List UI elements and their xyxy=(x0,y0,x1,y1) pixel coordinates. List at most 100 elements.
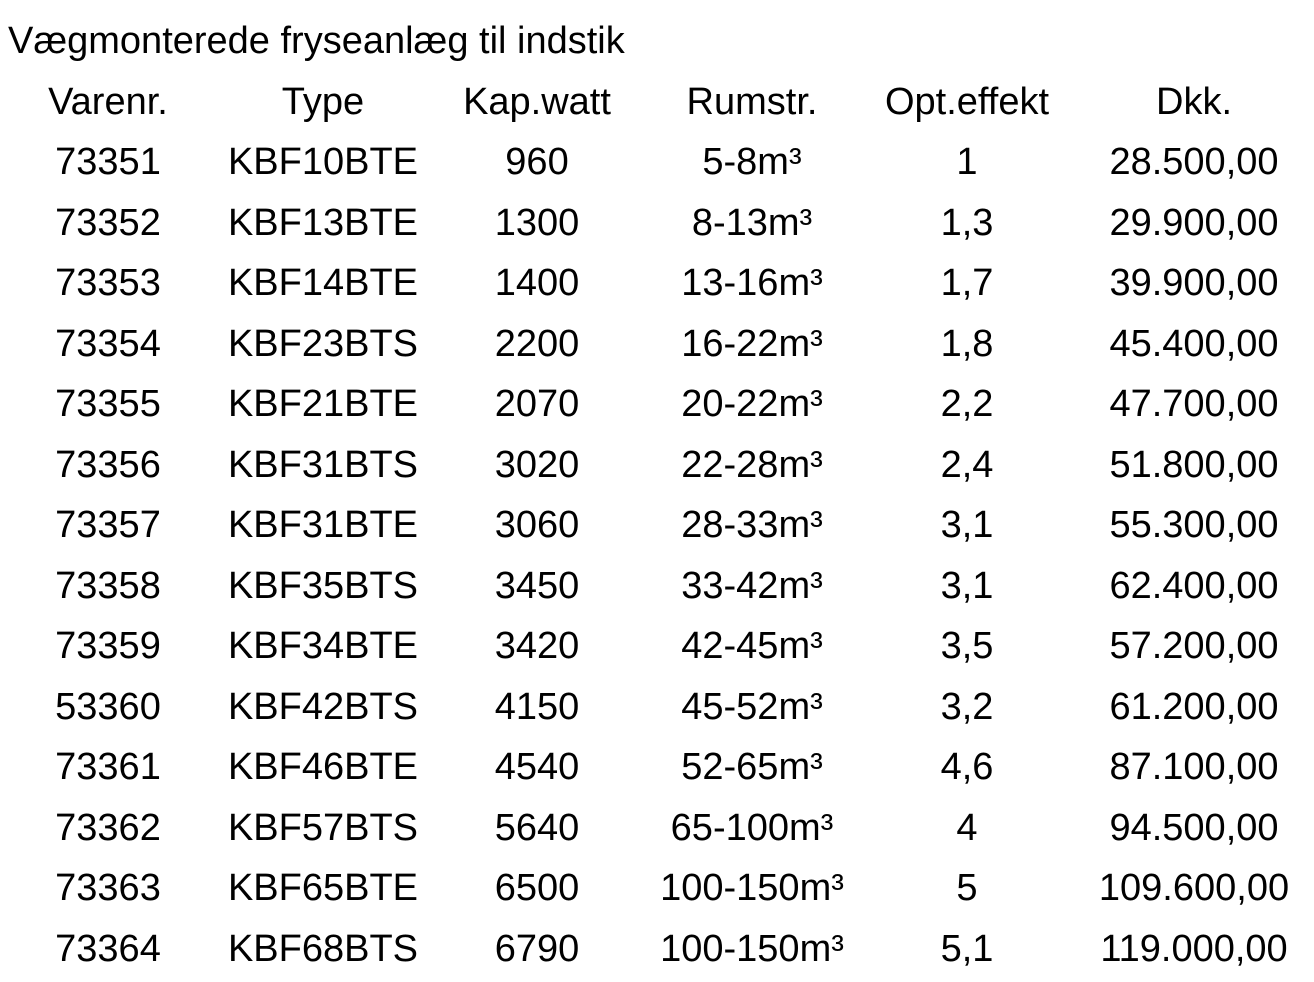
cell-opteffekt: 4,6 xyxy=(940,746,994,789)
cell-opteffekt: 3,2 xyxy=(940,685,994,728)
table-row: 73355 KBF21BTE 2070 20-22m³ 2,2 47.700,00 xyxy=(0,375,1314,436)
cell-kapwatt: 3420 xyxy=(494,625,580,668)
cell-dkk: 29.900,00 xyxy=(1109,201,1279,244)
cell-dkk: 28.500,00 xyxy=(1109,141,1279,184)
cell-rumstr: 13-16m³ xyxy=(681,262,823,305)
cell-dkk: 61.200,00 xyxy=(1109,685,1279,728)
cell-kapwatt: 3060 xyxy=(494,504,580,547)
cell-type: KBF31BTS xyxy=(227,443,419,486)
cell-dkk: 45.400,00 xyxy=(1109,322,1279,365)
cell-opteffekt: 5 xyxy=(956,867,978,910)
cell-dkk: 87.100,00 xyxy=(1109,746,1279,789)
cell-kapwatt: 6790 xyxy=(494,927,580,970)
column-header-dkk: Dkk. xyxy=(1156,80,1232,123)
cell-varenr: 73352 xyxy=(55,201,161,244)
table-body: 73351 KBF10BTE 960 5-8m³ 1 28.500,00 73352 KBF1… xyxy=(0,133,1314,980)
cell-kapwatt: 5640 xyxy=(494,806,580,849)
cell-varenr: 73355 xyxy=(55,383,161,426)
table-row: 73358 KBF35BTS 3450 33-42m³ 3,1 62.400,00 xyxy=(0,556,1314,617)
cell-rumstr: 65-100m³ xyxy=(670,806,834,849)
table-row: 73359 KBF34BTE 3420 42-45m³ 3,5 57.200,00 xyxy=(0,617,1314,678)
cell-kapwatt: 960 xyxy=(505,141,569,184)
cell-rumstr: 16-22m³ xyxy=(681,322,823,365)
cell-rumstr: 100-150m³ xyxy=(660,927,844,970)
cell-opteffekt: 4 xyxy=(956,806,978,849)
cell-opteffekt: 2,2 xyxy=(940,383,994,426)
table-row: 73353 KBF14BTE 1400 13-16m³ 1,7 39.900,00 xyxy=(0,254,1314,315)
cell-opteffekt: 2,4 xyxy=(940,443,994,486)
cell-rumstr: 8-13m³ xyxy=(691,201,813,244)
cell-type: KBF65BTE xyxy=(227,867,419,910)
table-row: 53360 KBF42BTS 4150 45-52m³ 3,2 61.200,00 xyxy=(0,677,1314,738)
cell-type: KBF68BTS xyxy=(227,927,419,970)
cell-opteffekt: 3,1 xyxy=(940,564,994,607)
cell-rumstr: 28-33m³ xyxy=(681,504,823,547)
cell-varenr: 73353 xyxy=(55,262,161,305)
cell-kapwatt: 3020 xyxy=(494,443,580,486)
cell-rumstr: 22-28m³ xyxy=(681,443,823,486)
cell-type: KBF35BTS xyxy=(227,564,419,607)
cell-opteffekt: 1,8 xyxy=(940,322,994,365)
table-row: 73354 KBF23BTS 2200 16-22m³ 1,8 45.400,00 xyxy=(0,314,1314,375)
cell-opteffekt: 5,1 xyxy=(940,927,994,970)
table-row: 73361 KBF46BTE 4540 52-65m³ 4,6 87.100,00 xyxy=(0,738,1314,799)
price-table: Varenr. Type Kap.watt Rumstr. Opt.effekt… xyxy=(0,72,1314,980)
cell-dkk: 39.900,00 xyxy=(1109,262,1279,305)
cell-varenr: 73354 xyxy=(55,322,161,365)
cell-type: KBF21BTE xyxy=(227,383,419,426)
cell-varenr: 73361 xyxy=(55,746,161,789)
cell-type: KBF23BTS xyxy=(227,322,419,365)
table-row: 73356 KBF31BTS 3020 22-28m³ 2,4 51.800,00 xyxy=(0,435,1314,496)
cell-dkk: 109.600,00 xyxy=(1098,867,1290,910)
cropped-parenthesis-fragment xyxy=(950,0,1240,2)
column-header-opteffekt: Opt.effekt xyxy=(884,80,1050,123)
cell-dkk: 47.700,00 xyxy=(1109,383,1279,426)
cell-varenr: 73358 xyxy=(55,564,161,607)
cell-dkk: 62.400,00 xyxy=(1109,564,1279,607)
cell-varenr: 73362 xyxy=(55,806,161,849)
cell-varenr: 53360 xyxy=(55,685,161,728)
column-header-rumstr: Rumstr. xyxy=(686,80,818,123)
cell-rumstr: 45-52m³ xyxy=(681,685,823,728)
cell-dkk: 119.000,00 xyxy=(1100,927,1288,970)
cell-type: KBF34BTE xyxy=(227,625,419,668)
cell-kapwatt: 4150 xyxy=(494,685,580,728)
cell-dkk: 51.800,00 xyxy=(1109,443,1279,486)
cell-rumstr: 5-8m³ xyxy=(702,141,802,184)
cell-rumstr: 20-22m³ xyxy=(681,383,823,426)
cell-opteffekt: 1,3 xyxy=(940,201,994,244)
cell-varenr: 73356 xyxy=(55,443,161,486)
cell-opteffekt: 3,5 xyxy=(940,625,994,668)
cell-varenr: 73351 xyxy=(55,141,161,184)
cell-type: KBF14BTE xyxy=(227,262,419,305)
table-row: 73357 KBF31BTE 3060 28-33m³ 3,1 55.300,00 xyxy=(0,496,1314,557)
cell-kapwatt: 6500 xyxy=(494,867,580,910)
cell-type: KBF42BTS xyxy=(227,685,419,728)
cell-rumstr: 52-65m³ xyxy=(681,746,823,789)
table-row: 73351 KBF10BTE 960 5-8m³ 1 28.500,00 xyxy=(0,133,1314,194)
table-header-row: Varenr. Type Kap.watt Rumstr. Opt.effekt… xyxy=(0,72,1314,133)
cell-dkk: 57.200,00 xyxy=(1109,625,1279,668)
cell-varenr: 73357 xyxy=(55,504,161,547)
cell-type: KBF10BTE xyxy=(227,141,419,184)
cell-dkk: 55.300,00 xyxy=(1109,504,1279,547)
cell-opteffekt: 1 xyxy=(956,141,978,184)
cell-rumstr: 33-42m³ xyxy=(681,564,823,607)
column-header-varenr: Varenr. xyxy=(48,80,168,123)
cell-type: KBF13BTE xyxy=(227,201,419,244)
cell-kapwatt: 4540 xyxy=(494,746,580,789)
cell-kapwatt: 3450 xyxy=(494,564,580,607)
cell-rumstr: 100-150m³ xyxy=(660,867,844,910)
column-header-type: Type xyxy=(281,80,365,123)
cell-dkk: 94.500,00 xyxy=(1109,806,1279,849)
cell-varenr: 73363 xyxy=(55,867,161,910)
cell-kapwatt: 1300 xyxy=(494,201,580,244)
cell-type: KBF57BTS xyxy=(227,806,419,849)
cell-opteffekt: 3,1 xyxy=(940,504,994,547)
cell-type: KBF31BTE xyxy=(227,504,419,547)
page-title: Vægmonterede fryseanlæg til indstik xyxy=(8,20,625,62)
cell-kapwatt: 2200 xyxy=(494,322,580,365)
cell-varenr: 73359 xyxy=(55,625,161,668)
cell-kapwatt: 1400 xyxy=(494,262,580,305)
table-row: 73363 KBF65BTE 6500 100-150m³ 5 109.600,00 xyxy=(0,859,1314,920)
